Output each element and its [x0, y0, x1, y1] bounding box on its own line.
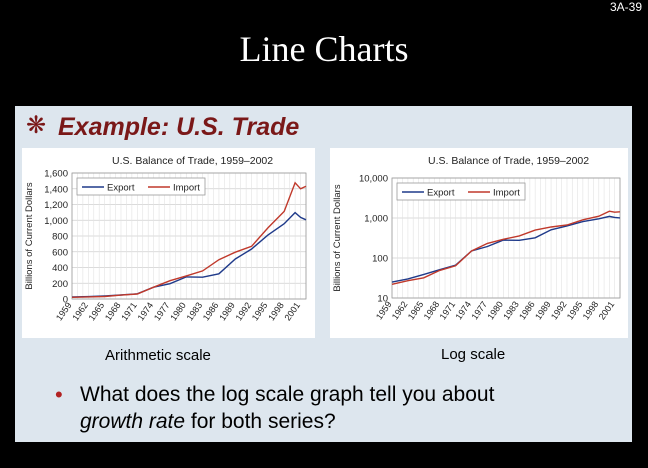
- chart-title: U.S. Balance of Trade, 1959–2002: [428, 155, 589, 167]
- x-tick-label: 1968: [422, 299, 442, 321]
- x-tick-label: 1965: [87, 300, 107, 322]
- y-tick-label: 800: [52, 232, 68, 243]
- slide-title: Line Charts: [239, 29, 409, 69]
- legend-label: Export: [427, 188, 455, 199]
- plot-frame: [391, 177, 621, 299]
- series-line-import: [391, 210, 621, 285]
- question-prefix: What does the log scale graph tell you a…: [80, 383, 495, 406]
- x-tick-label: 1980: [168, 300, 188, 322]
- x-tick-label: 1962: [390, 299, 410, 321]
- x-tick-label: 2001: [283, 300, 303, 322]
- y-tick-label: 1,000: [44, 216, 68, 227]
- x-tick-label: 1995: [565, 299, 585, 321]
- y-tick-label: 10,000: [359, 174, 388, 185]
- question-suffix: for both series?: [185, 410, 336, 433]
- slide-number: 3A-39: [609, 0, 642, 14]
- y-tick-label: 100: [372, 254, 388, 265]
- x-tick-label: 1989: [533, 299, 553, 321]
- x-tick-label: 1974: [136, 300, 156, 322]
- x-tick-label: 1977: [469, 299, 489, 321]
- x-tick-label: 1962: [70, 300, 90, 322]
- x-tick-label: 1992: [549, 299, 569, 321]
- log-chart: U.S. Balance of Trade, 1959–2002 Billions…: [332, 155, 621, 322]
- log-chart-panel: U.S. Balance of Trade, 1959–2002 Billions…: [330, 148, 628, 338]
- question-text: What does the log scale graph tell you a…: [80, 381, 600, 435]
- legend-label: Import: [173, 183, 200, 194]
- example-heading: Example: U.S. Trade: [58, 113, 300, 141]
- x-tick-label: 1965: [406, 299, 426, 321]
- series-line-export: [391, 215, 621, 283]
- y-tick-label: 600: [52, 247, 68, 258]
- x-tick-label: 1974: [453, 299, 473, 321]
- x-tick-label: 1995: [250, 300, 270, 322]
- snowflake-bullet-icon: ❋: [26, 112, 47, 139]
- legend-box: [76, 177, 206, 196]
- x-tick-label: 1986: [201, 300, 221, 322]
- x-tick-label: 1977: [152, 300, 172, 322]
- x-tick-label: 1968: [103, 300, 123, 322]
- x-tick-label: 1998: [581, 299, 601, 321]
- x-tick-label: 1983: [185, 300, 205, 322]
- x-tick-label: 1986: [517, 299, 537, 321]
- x-tick-label: 1989: [217, 300, 237, 322]
- log-scale-caption: Log scale: [441, 346, 506, 363]
- y-tick-label: 1,600: [44, 169, 68, 180]
- y-tick-label: 200: [52, 279, 68, 290]
- y-tick-label: 1,400: [44, 184, 68, 195]
- arithmetic-chart: U.S. Balance of Trade, 1959–2002 Billions…: [24, 155, 307, 323]
- legend-label: Import: [493, 188, 520, 199]
- legend-label: Export: [107, 183, 135, 194]
- arithmetic-chart-panel: U.S. Balance of Trade, 1959–2002 Billions…: [22, 148, 315, 338]
- x-tick-label: 1959: [54, 300, 74, 322]
- y-tick-label: 1,200: [44, 200, 68, 211]
- question-emphasis: growth rate: [80, 410, 186, 433]
- legend-box: [396, 182, 526, 201]
- series-line-import: [71, 181, 307, 298]
- bullet-dot-icon: •: [55, 382, 63, 407]
- x-tick-label: 1971: [438, 299, 458, 321]
- y-axis-label: Billions of Current Dollars: [332, 184, 343, 291]
- x-tick-label: 1980: [485, 299, 505, 321]
- x-tick-label: 1971: [119, 300, 139, 322]
- y-axis-label: Billions of Current Dollars: [24, 182, 35, 289]
- y-tick-label: 1,000: [364, 214, 388, 225]
- chart-title: U.S. Balance of Trade, 1959–2002: [112, 155, 273, 167]
- y-tick-label: 400: [52, 263, 68, 274]
- plot-frame: [71, 172, 307, 300]
- y-tick-label: 0: [63, 295, 68, 306]
- x-tick-label: 1998: [266, 300, 286, 322]
- x-tick-label: 1983: [501, 299, 521, 321]
- x-tick-label: 1992: [234, 300, 254, 322]
- arithmetic-scale-caption: Arithmetic scale: [105, 347, 211, 364]
- x-tick-label: 2001: [597, 299, 617, 321]
- y-tick-label: 10: [377, 294, 388, 305]
